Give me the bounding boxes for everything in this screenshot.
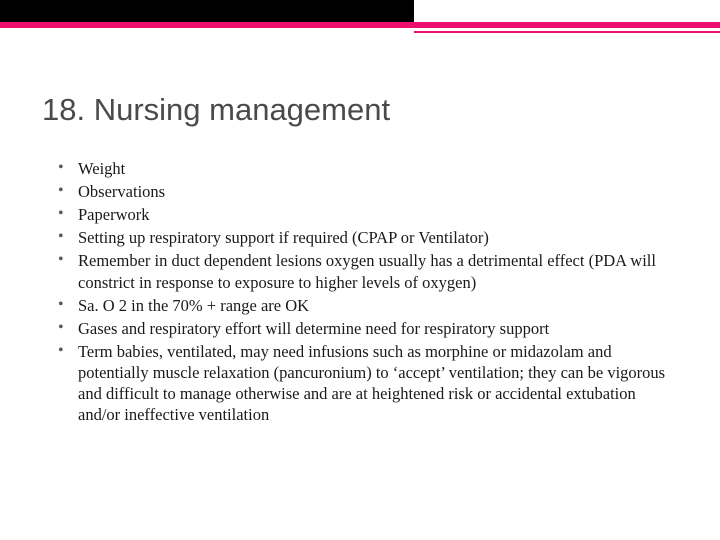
list-item: Remember in duct dependent lesions oxyge… — [58, 250, 680, 292]
list-item: Gases and respiratory effort will determ… — [58, 318, 680, 339]
bullet-list: Weight Observations Paperwork Setting up… — [58, 158, 680, 427]
slide-heading: 18. Nursing management — [42, 92, 390, 128]
list-item: Sa. O 2 in the 70% + range are OK — [58, 295, 680, 316]
slide-container: { "header": { "dark_bar": { "width_px": … — [0, 0, 720, 540]
header-pink-thin-bar — [414, 31, 720, 33]
list-item: Setting up respiratory support if requir… — [58, 227, 680, 248]
list-item: Weight — [58, 158, 680, 179]
list-item: Observations — [58, 181, 680, 202]
header-dark-bar — [0, 0, 414, 22]
list-item: Term babies, ventilated, may need infusi… — [58, 341, 680, 425]
list-item: Paperwork — [58, 204, 680, 225]
header-pink-bar — [0, 22, 720, 28]
